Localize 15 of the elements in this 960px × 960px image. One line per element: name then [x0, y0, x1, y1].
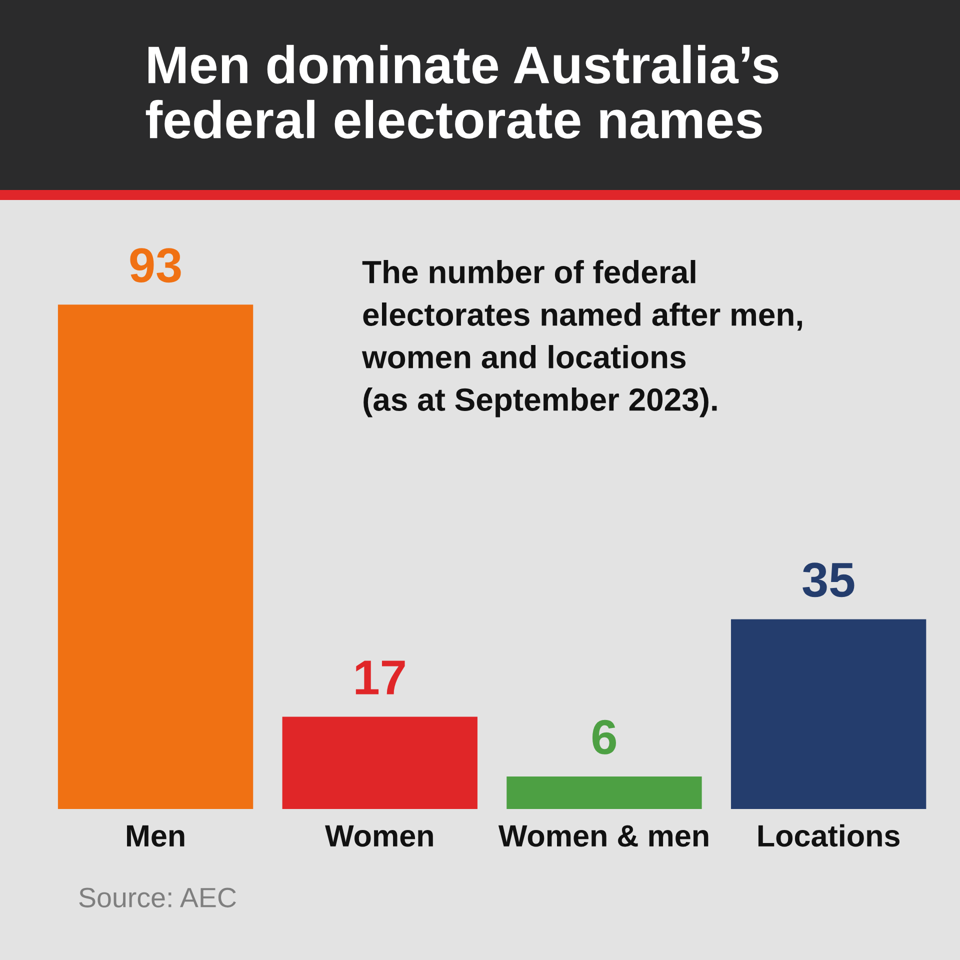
x-tick-label: Locations — [758, 824, 900, 847]
data-label: 17 — [356, 660, 405, 694]
text: The number of federal electorates named after men, women and locations (as at September 2023). — [362, 260, 802, 418]
source-note: Source: AEC — [79, 888, 236, 908]
data-label: 35 — [802, 562, 854, 598]
bar — [730, 619, 926, 809]
bar — [282, 716, 478, 809]
x-tick-label: Women & men — [498, 825, 708, 847]
data-label: 6 — [592, 720, 616, 754]
bar — [506, 776, 702, 809]
x-tick-label: Men — [127, 825, 184, 847]
chart-title: Men dominate Australia’s federal electorate names — [146, 44, 778, 139]
data-label: 93 — [130, 248, 181, 283]
bar — [58, 304, 254, 809]
x-tick-label: Women — [325, 825, 433, 847]
